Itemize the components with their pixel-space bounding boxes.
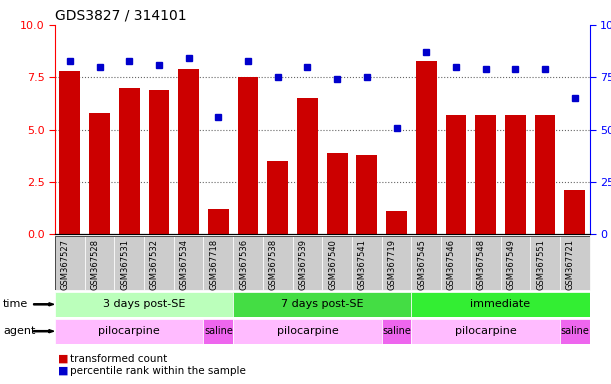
Bar <box>297 98 318 234</box>
Text: GSM367534: GSM367534 <box>180 239 189 290</box>
Bar <box>505 115 525 234</box>
Bar <box>327 152 348 234</box>
Bar <box>203 319 233 344</box>
Bar <box>441 236 471 290</box>
Bar <box>445 115 466 234</box>
Text: GSM367719: GSM367719 <box>387 239 397 290</box>
Bar <box>411 236 441 290</box>
Bar <box>119 88 140 234</box>
Text: time: time <box>3 299 28 310</box>
Text: ■: ■ <box>58 366 68 376</box>
Text: saline: saline <box>382 326 411 336</box>
Bar <box>114 236 144 290</box>
Bar <box>203 236 233 290</box>
Text: 3 days post-SE: 3 days post-SE <box>103 299 185 310</box>
Bar <box>268 161 288 234</box>
Text: GSM367541: GSM367541 <box>358 239 367 290</box>
Text: saline: saline <box>204 326 233 336</box>
Bar <box>293 236 323 290</box>
Bar <box>535 115 555 234</box>
Bar <box>174 236 203 290</box>
Bar <box>148 90 169 234</box>
Bar <box>560 236 590 290</box>
Text: GDS3827 / 314101: GDS3827 / 314101 <box>55 8 186 22</box>
Text: GSM367539: GSM367539 <box>298 239 307 290</box>
Bar <box>233 292 411 317</box>
Bar <box>382 236 411 290</box>
Bar <box>475 115 496 234</box>
Text: GSM367528: GSM367528 <box>90 239 100 290</box>
Text: immediate: immediate <box>470 299 530 310</box>
Bar <box>500 236 530 290</box>
Text: ■: ■ <box>58 354 68 364</box>
Bar <box>386 211 407 234</box>
Text: percentile rank within the sample: percentile rank within the sample <box>70 366 246 376</box>
Text: GSM367546: GSM367546 <box>447 239 456 290</box>
Text: GSM367538: GSM367538 <box>269 239 278 290</box>
Bar <box>233 236 263 290</box>
Text: pilocarpine: pilocarpine <box>277 326 338 336</box>
Text: GSM367527: GSM367527 <box>61 239 70 290</box>
Text: GSM367532: GSM367532 <box>150 239 159 290</box>
Bar <box>356 155 377 234</box>
Bar <box>560 319 590 344</box>
Bar <box>411 292 590 317</box>
Text: GSM367540: GSM367540 <box>328 239 337 290</box>
Bar <box>233 319 382 344</box>
Bar <box>238 77 258 234</box>
Text: GSM367721: GSM367721 <box>566 239 575 290</box>
Text: GSM367536: GSM367536 <box>239 239 248 290</box>
Text: GSM367551: GSM367551 <box>536 239 545 290</box>
Bar <box>323 236 352 290</box>
Bar <box>55 319 203 344</box>
Text: GSM367545: GSM367545 <box>417 239 426 290</box>
Text: GSM367718: GSM367718 <box>210 239 218 290</box>
Bar <box>208 209 229 234</box>
Bar <box>85 236 114 290</box>
Text: pilocarpine: pilocarpine <box>98 326 160 336</box>
Bar <box>89 113 110 234</box>
Bar <box>352 236 382 290</box>
Bar <box>471 236 500 290</box>
Bar <box>416 61 437 234</box>
Text: GSM367549: GSM367549 <box>507 239 515 290</box>
Text: 7 days post-SE: 7 days post-SE <box>281 299 364 310</box>
Text: transformed count: transformed count <box>70 354 167 364</box>
Bar <box>144 236 174 290</box>
Bar <box>565 190 585 234</box>
Text: pilocarpine: pilocarpine <box>455 326 516 336</box>
Bar <box>530 236 560 290</box>
Bar <box>55 236 85 290</box>
Bar <box>178 69 199 234</box>
Bar <box>382 319 411 344</box>
Text: saline: saline <box>560 326 589 336</box>
Text: agent: agent <box>3 326 35 336</box>
Bar <box>263 236 293 290</box>
Bar <box>59 71 80 234</box>
Bar <box>55 292 233 317</box>
Text: GSM367548: GSM367548 <box>477 239 486 290</box>
Text: GSM367531: GSM367531 <box>120 239 130 290</box>
Bar <box>411 319 560 344</box>
